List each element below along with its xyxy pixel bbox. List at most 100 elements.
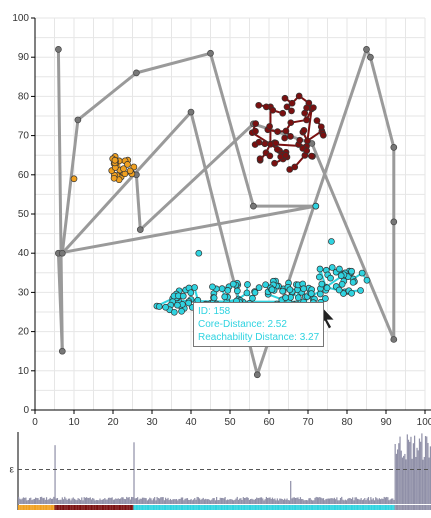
reachability-bar bbox=[426, 436, 428, 504]
reachability-bar bbox=[410, 436, 412, 504]
reachability-bar bbox=[186, 498, 189, 504]
reachability-cluster-marker bbox=[158, 505, 161, 510]
cluster-cyan bbox=[153, 202, 371, 316]
cluster-point bbox=[170, 308, 178, 316]
reachability-bar bbox=[168, 500, 170, 504]
reachability-cluster-marker bbox=[362, 505, 365, 510]
reachability-bar bbox=[66, 499, 68, 504]
x-tick-label: 20 bbox=[107, 417, 119, 428]
cluster-point bbox=[287, 133, 294, 140]
reachability-cluster-marker bbox=[67, 505, 70, 510]
reachability-bar bbox=[333, 497, 336, 504]
reachability-cluster-marker bbox=[248, 505, 251, 510]
cluster-point bbox=[252, 127, 259, 135]
cluster-point bbox=[252, 120, 260, 127]
noise-point bbox=[207, 49, 214, 57]
reachability-bar bbox=[338, 500, 340, 504]
cluster-point bbox=[273, 146, 281, 153]
cluster-point bbox=[210, 294, 218, 302]
reachability-cluster-marker bbox=[332, 505, 334, 510]
reachability-bar bbox=[26, 500, 28, 504]
reachability-cluster-marker bbox=[388, 505, 390, 510]
cluster-point bbox=[286, 166, 294, 173]
reachability-cluster-marker bbox=[202, 505, 204, 510]
reachability-cluster-marker bbox=[154, 505, 156, 510]
reachability-cluster-marker bbox=[353, 505, 355, 510]
reachability-bar bbox=[316, 497, 319, 504]
reachability-cluster-marker bbox=[33, 505, 36, 510]
reachability-cluster-marker bbox=[129, 505, 131, 510]
reachability-bar bbox=[207, 498, 209, 504]
reachability-bar bbox=[132, 497, 134, 504]
reachability-bar bbox=[167, 497, 169, 504]
reachability-bar bbox=[185, 498, 187, 504]
noise-point bbox=[74, 116, 82, 124]
reachability-bar bbox=[113, 499, 116, 504]
cluster-point bbox=[155, 303, 163, 310]
cluster-point bbox=[283, 103, 291, 111]
reachability-cluster-marker bbox=[70, 505, 72, 510]
reachability-bar bbox=[37, 498, 39, 504]
reachability-cluster-marker bbox=[22, 505, 25, 510]
noise-path-segment bbox=[60, 110, 193, 255]
y-tick-label: 100 bbox=[12, 13, 29, 24]
cluster-point bbox=[294, 294, 302, 302]
reachability-bar bbox=[262, 498, 264, 504]
cluster-point bbox=[269, 106, 277, 114]
reachability-cluster-marker bbox=[44, 505, 46, 510]
reachability-cluster-marker bbox=[234, 505, 236, 510]
cluster-point bbox=[316, 273, 323, 281]
reachability-cluster-marker bbox=[305, 505, 308, 510]
reachability-bar bbox=[403, 455, 405, 504]
reachability-bar bbox=[377, 499, 379, 504]
reachability-cluster-marker bbox=[254, 505, 257, 510]
reachability-cluster-marker bbox=[361, 505, 363, 510]
reachability-bar bbox=[223, 498, 225, 504]
reachability-cluster-marker bbox=[237, 505, 240, 510]
cluster-point bbox=[209, 283, 216, 291]
reachability-bar bbox=[191, 500, 193, 504]
reachability-bar bbox=[203, 499, 206, 504]
reachability-bar bbox=[28, 498, 31, 504]
reachability-cluster-marker bbox=[117, 505, 119, 510]
reachability-bar bbox=[427, 442, 429, 504]
reachability-bar bbox=[305, 500, 308, 504]
reachability-bar bbox=[347, 498, 349, 504]
reachability-cluster-marker bbox=[411, 505, 413, 510]
reachability-cluster-marker bbox=[264, 505, 266, 510]
reachability-cluster-marker bbox=[84, 505, 87, 510]
cluster-point bbox=[348, 289, 355, 297]
reachability-cluster-marker bbox=[384, 505, 387, 510]
reachability-cluster-marker bbox=[429, 505, 431, 510]
cluster-point bbox=[266, 152, 274, 160]
reachability-cluster-marker bbox=[160, 505, 162, 510]
reachability-bars bbox=[18, 433, 431, 510]
reachability-bar bbox=[320, 497, 322, 504]
noise-point bbox=[250, 202, 257, 210]
tooltip-id: ID: 158 bbox=[198, 306, 231, 317]
reachability-cluster-marker bbox=[404, 505, 406, 510]
reachability-bar bbox=[147, 499, 150, 504]
reachability-cluster-marker bbox=[18, 505, 20, 510]
reachability-cluster-marker bbox=[262, 505, 264, 510]
reachability-bar bbox=[237, 499, 240, 504]
reachability-cluster-marker bbox=[207, 505, 209, 510]
reachability-cluster-marker bbox=[166, 505, 168, 510]
reachability-cluster-marker bbox=[39, 505, 42, 510]
cluster-point bbox=[120, 165, 127, 173]
reachability-bar bbox=[378, 498, 380, 504]
reachability-cluster-marker bbox=[233, 505, 235, 510]
cluster-edge bbox=[306, 108, 313, 141]
reachability-cluster-marker bbox=[319, 505, 321, 510]
reachability-bar bbox=[47, 499, 49, 504]
reachability-bar bbox=[366, 498, 368, 504]
reachability-cluster-marker bbox=[328, 505, 331, 510]
reachability-cluster-marker bbox=[138, 505, 140, 510]
reachability-bar bbox=[314, 497, 316, 504]
reachability-bar bbox=[82, 500, 84, 504]
reachability-bar bbox=[395, 453, 397, 504]
reachability-cluster-marker bbox=[316, 505, 319, 510]
reachability-bar bbox=[247, 497, 249, 504]
cluster-point bbox=[178, 307, 185, 315]
reachability-cluster-marker bbox=[35, 505, 37, 510]
